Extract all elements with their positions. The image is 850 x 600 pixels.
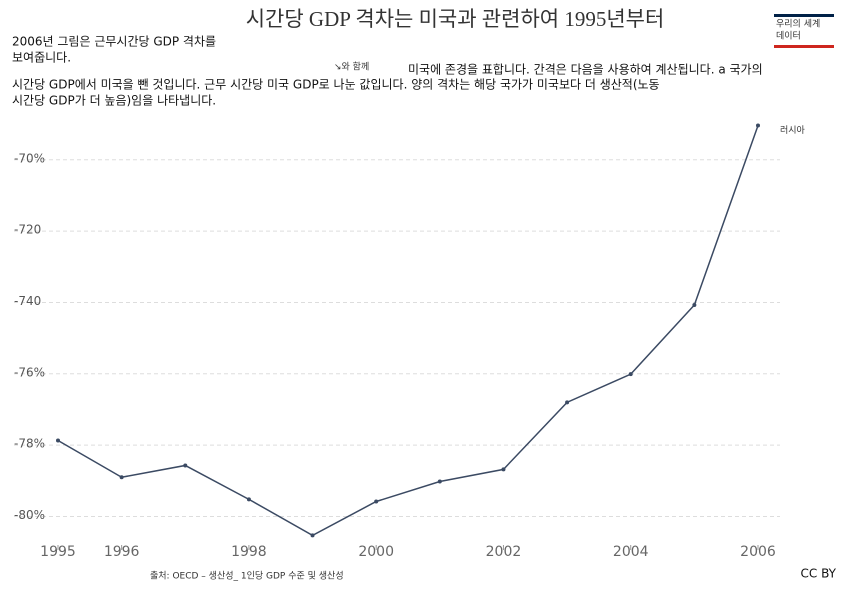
y-tick-label: -70% bbox=[14, 151, 45, 165]
point bbox=[119, 475, 124, 480]
y-tick-label: -740 bbox=[14, 294, 41, 308]
point bbox=[501, 467, 506, 472]
x-tick-label: 2006 bbox=[740, 544, 776, 560]
x-tick-label: 1998 bbox=[231, 544, 267, 560]
point bbox=[246, 497, 251, 502]
x-tick-label: 1996 bbox=[104, 544, 140, 560]
point bbox=[628, 372, 633, 377]
x-tick-label: 2004 bbox=[613, 544, 649, 560]
y-tick-label: -76% bbox=[14, 365, 45, 379]
line bbox=[57, 125, 759, 537]
point bbox=[183, 463, 188, 468]
note: ↘와 함께 bbox=[334, 61, 369, 73]
point bbox=[310, 533, 315, 538]
y-tick-label: -720 bbox=[14, 223, 41, 237]
logo-bar bbox=[774, 45, 834, 48]
y-tick-label: -78% bbox=[14, 437, 45, 451]
point bbox=[56, 438, 60, 443]
subtitle: 시간당 GDP가 더 높음)임을 나타냅니다. bbox=[12, 94, 216, 108]
subtitle: 미국에 존경을 표합니다. 간격은 다음을 사용하여 계산됩니다. a 국가의 bbox=[408, 63, 763, 77]
logo-bar bbox=[774, 14, 834, 17]
license: CC BY bbox=[801, 567, 837, 581]
chart-title: 시간당 GDP 격차는 미국과 관련하여 1995년부터 bbox=[246, 7, 665, 31]
source: 출처: OECD – 생산성_ 1인당 GDP 수준 및 생산성 bbox=[150, 570, 344, 582]
logo-text: 우리의 세계 bbox=[776, 18, 820, 30]
point bbox=[437, 479, 442, 484]
subtitle: 2006년 그림은 근무시간당 GDP 격차를 bbox=[12, 35, 216, 49]
x-tick-label: 2000 bbox=[358, 544, 394, 560]
y-tick-label: -80% bbox=[14, 508, 45, 522]
point bbox=[756, 123, 760, 128]
point bbox=[692, 302, 697, 307]
point bbox=[374, 499, 379, 504]
x-tick-label: 1995 bbox=[40, 544, 76, 560]
subtitle: 시간당 GDP에서 미국을 뺀 것입니다. 근무 시간당 미국 GDP로 나눈 … bbox=[12, 78, 660, 92]
legend-label: 러시아 bbox=[780, 125, 806, 136]
logo-text: 데이터 bbox=[776, 31, 801, 42]
subtitle: 보여줍니다. bbox=[12, 51, 71, 65]
point bbox=[565, 400, 570, 405]
x-tick-label: 2002 bbox=[486, 544, 522, 560]
